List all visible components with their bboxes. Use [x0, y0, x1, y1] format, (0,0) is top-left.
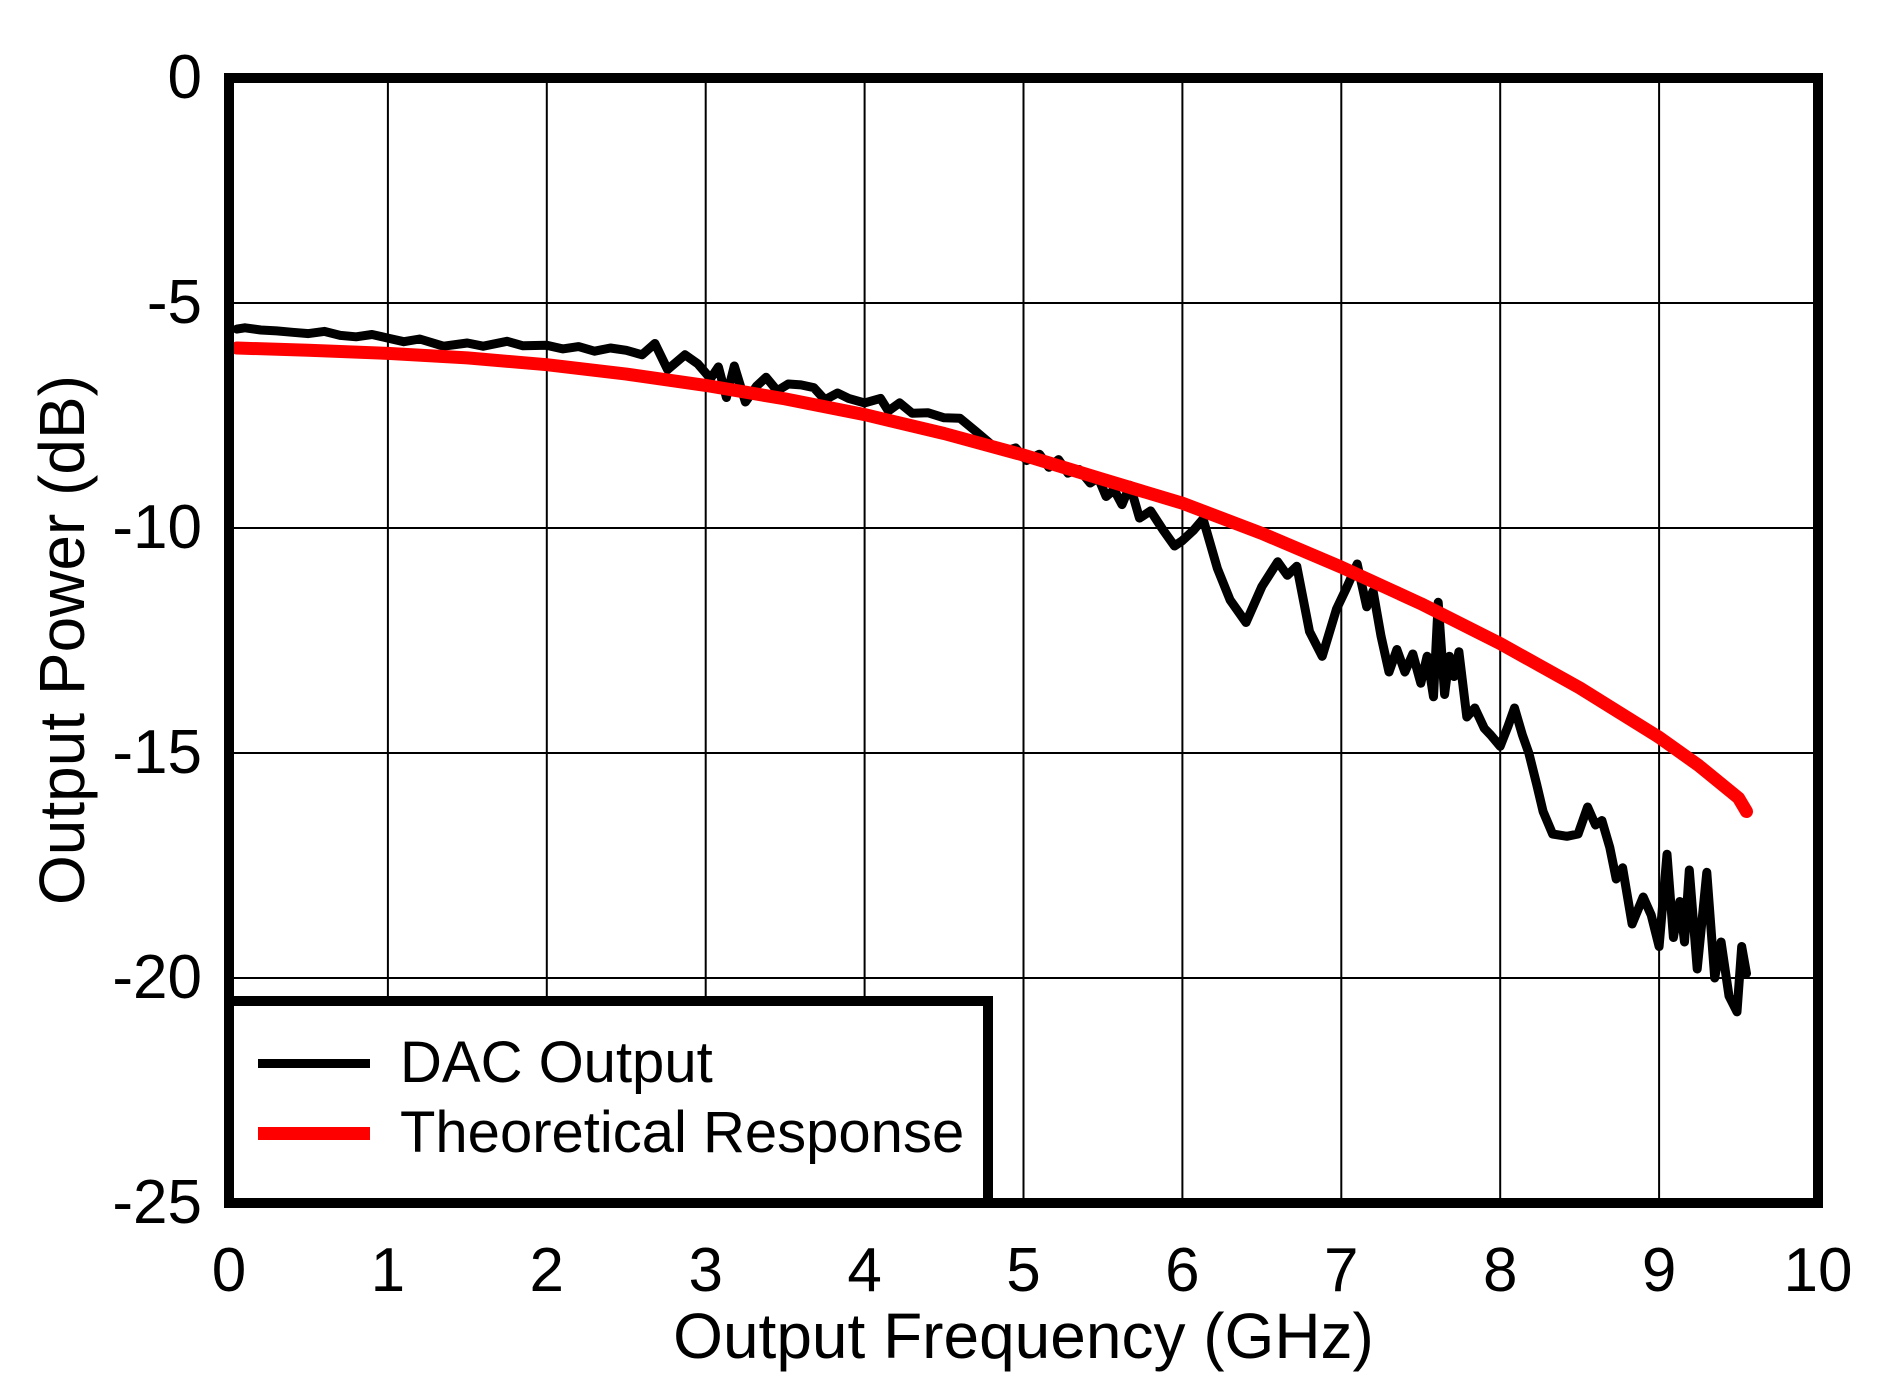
x-tick-label: 8 — [1482, 1236, 1518, 1305]
x-tick-label: 3 — [688, 1236, 723, 1305]
x-tick-label: 10 — [1783, 1236, 1853, 1305]
y-tick-label: -25 — [112, 1168, 202, 1237]
y-tick-label: -5 — [146, 268, 202, 337]
plot-border — [224, 73, 1823, 1208]
x-tick-label: 9 — [1641, 1236, 1677, 1305]
x-tick-label: 1 — [370, 1236, 406, 1305]
x-tick-label: 0 — [211, 1236, 247, 1305]
x-axis-title: Output Frequency (GHz) — [673, 1300, 1374, 1372]
y-tick-label: -10 — [112, 493, 202, 562]
dac-output-line-swatch — [258, 1058, 370, 1068]
x-tick-label: 4 — [847, 1236, 882, 1305]
x-tick-label: 2 — [529, 1236, 565, 1305]
y-tick-label: -15 — [112, 718, 202, 787]
legend-label-theoretical-response: Theoretical Response — [400, 1100, 965, 1165]
y-axis-title: Output Power (dB) — [26, 375, 98, 905]
y-tick-label: -20 — [112, 943, 202, 1012]
series-line-0 — [232, 323, 1751, 1017]
legend-item-theoretical-response: Theoretical Response — [234, 1098, 983, 1168]
plot-area: DAC Output Theoretical Response — [224, 73, 1823, 1208]
x-tick-label: 7 — [1324, 1236, 1359, 1305]
y-tick-label: 0 — [167, 43, 202, 112]
series-line-1 — [230, 341, 1753, 818]
plot-canvas — [224, 73, 1823, 1208]
x-tick-label: 6 — [1165, 1236, 1200, 1305]
legend-label-dac-output: DAC Output — [400, 1030, 713, 1095]
x-tick-label: 5 — [1006, 1236, 1041, 1305]
legend-item-dac-output: DAC Output — [234, 1028, 983, 1098]
theoretical-response-line-swatch — [258, 1126, 370, 1140]
legend: DAC Output Theoretical Response — [224, 996, 993, 1208]
